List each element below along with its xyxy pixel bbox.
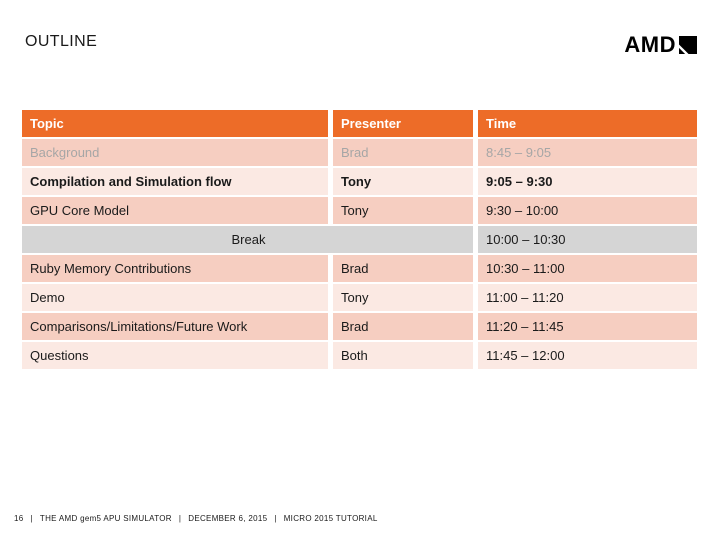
footer-separator: | [274, 514, 277, 523]
cell-break-label: Break [22, 226, 478, 255]
column-header-topic: Topic [22, 110, 333, 139]
page-title: OUTLINE [25, 33, 98, 50]
cell-presenter: Tony [333, 284, 478, 313]
table-row-ruby-memory: Ruby Memory Contributions Brad 10:30 – 1… [22, 255, 697, 284]
table-row-background: Background Brad 8:45 – 9:05 [22, 139, 697, 168]
cell-time: 10:30 – 11:00 [478, 255, 697, 284]
page-number: 16 [14, 514, 24, 523]
footer-date: DECEMBER 6, 2015 [188, 514, 268, 523]
table-row-compilation: Compilation and Simulation flow Tony 9:0… [22, 168, 697, 197]
table-row-questions: Questions Both 11:45 – 12:00 [22, 342, 697, 371]
cell-presenter: Both [333, 342, 478, 371]
schedule-table: Topic Presenter Time Background Brad 8:4… [22, 110, 697, 371]
table-row-comparisons: Comparisons/Limitations/Future Work Brad… [22, 313, 697, 342]
footer-separator: | [178, 514, 182, 523]
cell-time: 11:20 – 11:45 [478, 313, 697, 342]
cell-presenter: Tony [333, 168, 478, 197]
cell-topic: Background [22, 139, 333, 168]
cell-topic: Questions [22, 342, 333, 371]
cell-time: 8:45 – 9:05 [478, 139, 697, 168]
cell-presenter: Brad [333, 313, 478, 342]
column-header-presenter: Presenter [333, 110, 478, 139]
table-row-demo: Demo Tony 11:00 – 11:20 [22, 284, 697, 313]
cell-topic: Ruby Memory Contributions [22, 255, 333, 284]
cell-time: 10:00 – 10:30 [478, 226, 697, 255]
cell-topic: Comparisons/Limitations/Future Work [22, 313, 333, 342]
cell-time: 9:30 – 10:00 [478, 197, 697, 226]
cell-time: 9:05 – 9:30 [478, 168, 697, 197]
footer-separator: | [30, 514, 33, 523]
cell-topic: Demo [22, 284, 333, 313]
cell-topic: GPU Core Model [22, 197, 333, 226]
column-header-time: Time [478, 110, 697, 139]
cell-topic: Compilation and Simulation flow [22, 168, 333, 197]
cell-presenter: Brad [333, 255, 478, 284]
table-row-gpu-core-model: GPU Core Model Tony 9:30 – 10:00 [22, 197, 697, 226]
cell-presenter: Brad [333, 139, 478, 168]
cell-time: 11:45 – 12:00 [478, 342, 697, 371]
footer-deck-title: THE AMD gem5 APU SIMULATOR [39, 514, 172, 523]
slide-footer: 16 | THE AMD gem5 APU SIMULATOR | DECEMB… [14, 514, 378, 523]
cell-presenter: Tony [333, 197, 478, 226]
amd-arrow-icon [679, 36, 697, 54]
table-row-break: Break 10:00 – 10:30 [22, 226, 697, 255]
footer-event: MICRO 2015 TUTORIAL [283, 514, 378, 523]
cell-time: 11:00 – 11:20 [478, 284, 697, 313]
table-header-row: Topic Presenter Time [22, 110, 697, 139]
amd-logo: AMD [624, 34, 697, 56]
amd-logo-text: AMD [624, 32, 676, 57]
